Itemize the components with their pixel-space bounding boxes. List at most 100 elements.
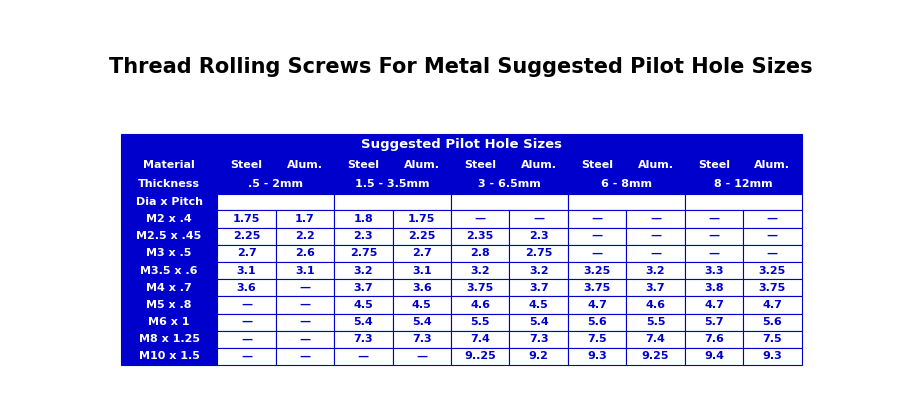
Text: 3.2: 3.2: [645, 266, 665, 276]
Bar: [217, 194, 334, 211]
Bar: [217, 262, 275, 279]
Bar: [217, 155, 275, 175]
Bar: [451, 296, 509, 314]
Bar: [334, 314, 392, 331]
Bar: [626, 155, 685, 175]
Text: 3.7: 3.7: [354, 283, 373, 293]
Text: 2.75: 2.75: [350, 248, 377, 258]
Bar: [509, 348, 568, 365]
Text: 2.7: 2.7: [237, 248, 256, 258]
Text: Alum.: Alum.: [404, 160, 440, 170]
Text: 9.3: 9.3: [762, 351, 782, 361]
Bar: [275, 279, 334, 296]
Bar: [217, 331, 275, 348]
Text: 2.35: 2.35: [466, 231, 494, 241]
Text: 5.5: 5.5: [646, 317, 665, 327]
Text: 3.7: 3.7: [645, 283, 665, 293]
Bar: [685, 279, 743, 296]
Bar: [334, 245, 392, 262]
Bar: [451, 175, 568, 194]
Bar: [568, 211, 626, 227]
Bar: [334, 211, 392, 227]
Text: Suggested Pilot Hole Sizes: Suggested Pilot Hole Sizes: [361, 138, 562, 151]
Text: —: —: [241, 334, 252, 344]
Text: 3.75: 3.75: [759, 283, 786, 293]
Bar: [121, 194, 217, 211]
Bar: [217, 296, 275, 314]
Bar: [392, 245, 451, 262]
Text: 4.7: 4.7: [587, 300, 607, 310]
Text: 1.5 - 3.5mm: 1.5 - 3.5mm: [356, 180, 430, 190]
Text: 3.1: 3.1: [237, 266, 256, 276]
Text: —: —: [300, 334, 310, 344]
Text: M8 x 1.25: M8 x 1.25: [139, 334, 200, 344]
Bar: [451, 194, 568, 211]
Text: 2.6: 2.6: [295, 248, 315, 258]
Bar: [334, 348, 392, 365]
Text: 7.3: 7.3: [354, 334, 373, 344]
Bar: [392, 348, 451, 365]
Text: Alum.: Alum.: [521, 160, 557, 170]
Text: —: —: [241, 300, 252, 310]
Text: M4 x .7: M4 x .7: [146, 283, 192, 293]
Text: 2.3: 2.3: [529, 231, 548, 241]
Text: 5.4: 5.4: [412, 317, 432, 327]
Bar: [217, 245, 275, 262]
Text: 3.3: 3.3: [704, 266, 724, 276]
Text: 1.8: 1.8: [354, 214, 373, 224]
Bar: [743, 314, 802, 331]
Text: 3.8: 3.8: [704, 283, 724, 293]
Text: Steel: Steel: [581, 160, 613, 170]
Bar: [568, 262, 626, 279]
Text: 3.2: 3.2: [529, 266, 548, 276]
Bar: [451, 227, 509, 245]
Text: —: —: [767, 214, 778, 224]
Text: 9.25: 9.25: [642, 351, 670, 361]
Bar: [626, 211, 685, 227]
Bar: [626, 245, 685, 262]
Bar: [743, 211, 802, 227]
Text: 4.6: 4.6: [645, 300, 665, 310]
Text: —: —: [300, 300, 310, 310]
Text: 7.5: 7.5: [588, 334, 607, 344]
Text: M2 x .4: M2 x .4: [146, 214, 192, 224]
Text: 3.75: 3.75: [466, 283, 494, 293]
Bar: [743, 279, 802, 296]
Text: .5 - 2mm: .5 - 2mm: [248, 180, 303, 190]
Text: 2.25: 2.25: [233, 231, 260, 241]
Text: 7.4: 7.4: [471, 334, 491, 344]
Text: 9..25: 9..25: [464, 351, 496, 361]
Text: —: —: [300, 317, 310, 327]
Text: 3 - 6.5mm: 3 - 6.5mm: [478, 180, 541, 190]
Text: —: —: [591, 231, 603, 241]
Text: —: —: [241, 317, 252, 327]
Text: 2.3: 2.3: [354, 231, 373, 241]
Bar: [626, 348, 685, 365]
Bar: [275, 262, 334, 279]
Text: —: —: [767, 248, 778, 258]
Bar: [275, 296, 334, 314]
Bar: [121, 227, 217, 245]
Bar: [217, 227, 275, 245]
Text: 5.5: 5.5: [471, 317, 490, 327]
Text: Steel: Steel: [698, 160, 730, 170]
Bar: [121, 133, 802, 155]
Bar: [685, 194, 802, 211]
Text: Alum.: Alum.: [754, 160, 790, 170]
Text: M2.5 x .45: M2.5 x .45: [137, 231, 202, 241]
Bar: [451, 314, 509, 331]
Bar: [568, 245, 626, 262]
Text: —: —: [650, 214, 662, 224]
Bar: [509, 211, 568, 227]
Text: 7.6: 7.6: [704, 334, 724, 344]
Text: M10 x 1.5: M10 x 1.5: [139, 351, 200, 361]
Text: Thread Rolling Screws For Metal Suggested Pilot Hole Sizes: Thread Rolling Screws For Metal Suggeste…: [110, 57, 813, 77]
Bar: [334, 279, 392, 296]
Bar: [451, 331, 509, 348]
Bar: [121, 279, 217, 296]
Bar: [626, 314, 685, 331]
Text: 7.3: 7.3: [529, 334, 548, 344]
Bar: [509, 227, 568, 245]
Bar: [568, 175, 685, 194]
Bar: [509, 245, 568, 262]
